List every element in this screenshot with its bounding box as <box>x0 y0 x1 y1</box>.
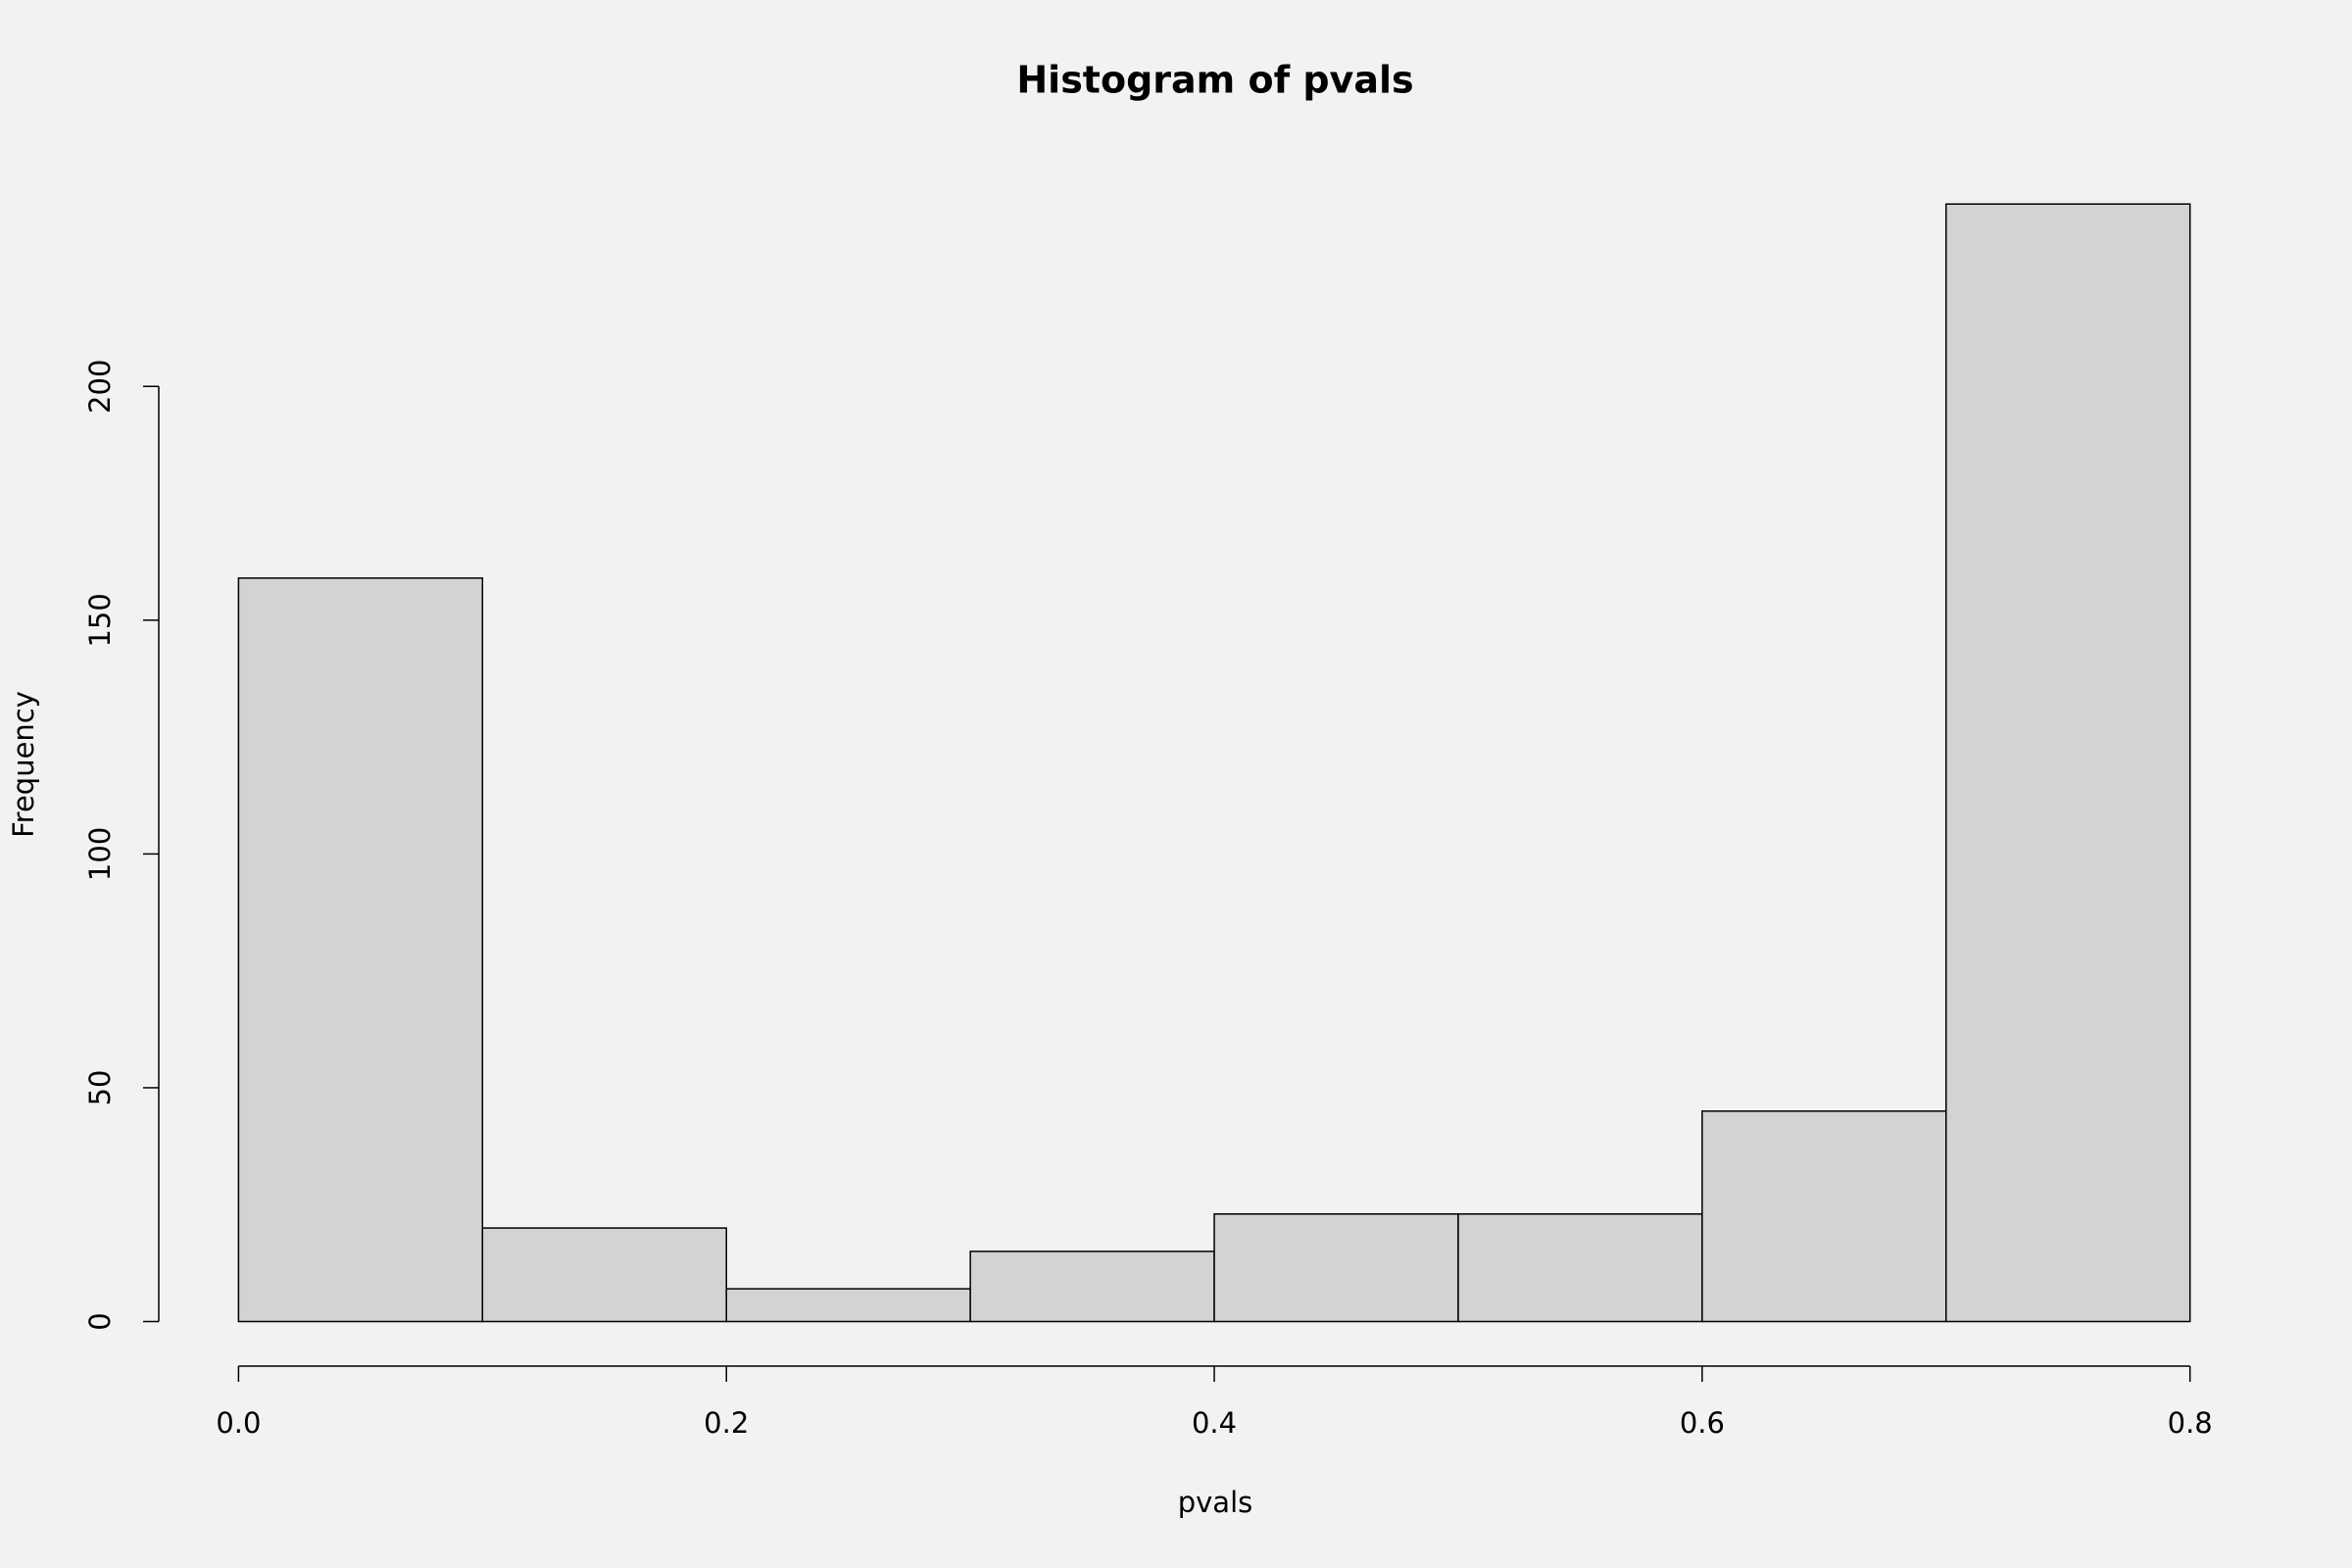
histogram-bar <box>237 577 484 1323</box>
histogram-bar <box>481 1227 727 1323</box>
x-tick-label: 0.0 <box>216 1406 261 1440</box>
y-tick-label: 150 <box>83 593 117 647</box>
x-tick-label: 0.4 <box>1192 1406 1237 1440</box>
y-tick-label: 200 <box>83 360 117 414</box>
histogram-bar <box>969 1250 1215 1323</box>
x-tick-label: 0.6 <box>1680 1406 1725 1440</box>
x-tick-label: 0.8 <box>2168 1406 2213 1440</box>
chart-title: Histogram of pvals <box>1016 59 1413 102</box>
y-tick-label: 50 <box>83 1069 117 1105</box>
histogram-bar <box>1457 1213 1703 1323</box>
histogram-bar <box>1213 1213 1459 1323</box>
x-axis-label: pvals <box>1178 1486 1253 1519</box>
y-axis-label: Frequency <box>7 691 40 838</box>
y-tick-label: 100 <box>83 827 117 881</box>
x-tick-label: 0.2 <box>704 1406 749 1440</box>
y-tick-label: 0 <box>83 1312 117 1330</box>
histogram-bar <box>725 1288 971 1323</box>
histogram-bar <box>1701 1110 1947 1323</box>
histogram-bar <box>1945 203 2191 1323</box>
